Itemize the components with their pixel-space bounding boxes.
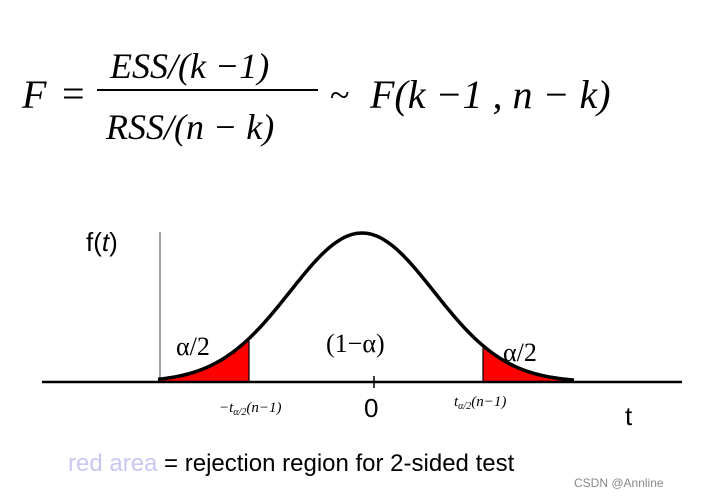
formula-tilde: ~ (330, 75, 349, 115)
formula-rhs: F(k −1 , n − k) (369, 72, 611, 117)
right-critical-value-label: tα/2(n−1) (454, 394, 506, 412)
right-tail-label: α/2 (503, 338, 537, 367)
watermark: CSDN @Annline (574, 476, 664, 490)
density-curve (157, 231, 575, 382)
right-rejection-region (483, 345, 574, 382)
x-axis-label: t (625, 401, 633, 431)
caption-rest: = rejection region for 2-sided test (157, 450, 514, 477)
y-axis-label: f(t) (86, 227, 118, 257)
formula-lhs: F (21, 72, 47, 117)
formula-denominator: RSS/(n − k) (105, 107, 274, 147)
left-rejection-region (158, 338, 249, 382)
zero-tick-label: 0 (364, 393, 378, 423)
left-critical-value-label: −tα/2(n−1) (219, 400, 281, 418)
formula-numerator: ESS/(k −1) (109, 46, 269, 86)
left-tail-label: α/2 (176, 332, 210, 361)
formula-equals: = (62, 71, 85, 116)
f-statistic-formula: F = ESS/(k −1) RSS/(n − k) ~ F(k −1 , n … (21, 46, 611, 147)
caption: red area = rejection region for 2-sided … (68, 450, 515, 477)
t-distribution-plot: f(t) α/2 (1−α) α/2 −tα/2(n−1) 0 tα/2(n−1… (42, 227, 682, 431)
caption-highlight: red area (68, 450, 158, 477)
center-region-label: (1−α) (326, 329, 385, 358)
